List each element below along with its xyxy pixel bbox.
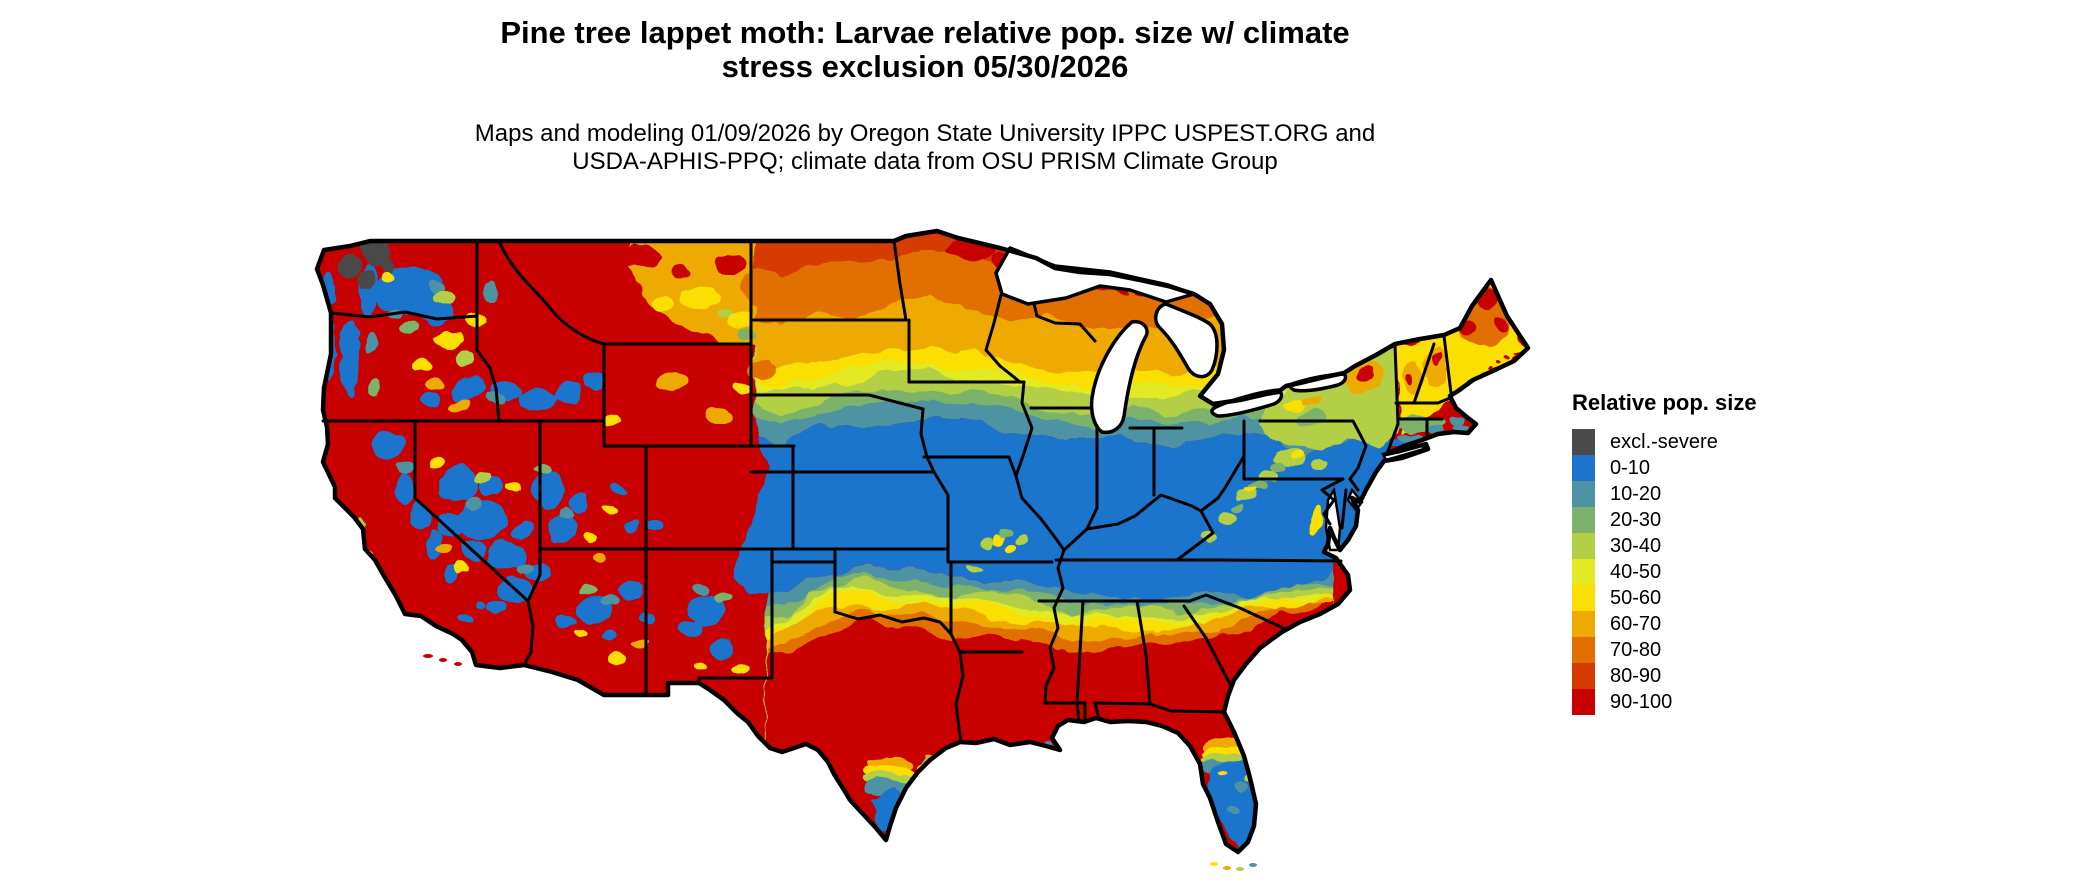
subtitle-line-2: USDA-APHIS-PPQ; climate data from OSU PR… <box>572 148 1278 175</box>
legend-item-label: 80-90 <box>1610 665 1662 687</box>
legend-rows: excl.-severe 0-10 10-20 20-30 30-40 40-50 50-6… <box>1572 429 1757 715</box>
legend-item-label: 60-70 <box>1610 613 1662 635</box>
legend-item: 70-80 <box>1572 637 1757 663</box>
legend-item-label: 50-60 <box>1610 587 1662 609</box>
title-line-1: Pine tree lappet moth: Larvae relative p… <box>500 15 1350 50</box>
legend-item-label: 90-100 <box>1610 691 1673 713</box>
legend-color-swatch <box>1572 689 1595 715</box>
legend-color-swatch <box>1572 663 1595 689</box>
legend-item-label: 40-50 <box>1610 561 1662 583</box>
legend-item: 0-10 <box>1572 455 1757 481</box>
legend-item: 30-40 <box>1572 533 1757 559</box>
legend-item: 40-50 <box>1572 559 1757 585</box>
legend-color-swatch <box>1572 559 1595 585</box>
legend-item: 50-60 <box>1572 585 1757 611</box>
legend-item: 20-30 <box>1572 507 1757 533</box>
legend-color-swatch <box>1572 481 1595 507</box>
legend-color-swatch <box>1572 585 1595 611</box>
legend-item-label: 30-40 <box>1610 535 1662 557</box>
legend-item-label: 70-80 <box>1610 639 1662 661</box>
legend-color-swatch <box>1572 507 1595 533</box>
legend-item-label: 0-10 <box>1610 457 1651 479</box>
legend-color-swatch <box>1572 455 1595 481</box>
title-line-2: stress exclusion 05/30/2026 <box>721 49 1129 84</box>
legend-item: excl.-severe <box>1572 429 1757 455</box>
subtitle-line-1: Maps and modeling 01/09/2026 by Oregon S… <box>474 120 1376 147</box>
legend-item-label: 20-30 <box>1610 509 1662 531</box>
map-fill-layers <box>317 231 1528 852</box>
legend-color-swatch <box>1572 429 1595 455</box>
legend-item: 90-100 <box>1572 689 1757 715</box>
legend-item: 80-90 <box>1572 663 1757 689</box>
us-map <box>314 228 1531 871</box>
legend-title: Relative pop. size <box>1572 390 1757 415</box>
legend-item: 10-20 <box>1572 481 1757 507</box>
map-legend: Relative pop. size excl.-severe 0-10 10-20… <box>1572 390 1757 715</box>
legend-item-label: 10-20 <box>1610 483 1662 505</box>
legend-item-label: excl.-severe <box>1610 431 1718 453</box>
state-borders <box>321 239 1453 744</box>
offshore-islands <box>423 654 1257 871</box>
legend-color-swatch <box>1572 533 1595 559</box>
us-outline <box>314 228 1531 855</box>
legend-item: 60-70 <box>1572 611 1757 637</box>
legend-color-swatch <box>1572 611 1595 637</box>
legend-color-swatch <box>1572 637 1595 663</box>
figure-subtitle: Maps and modeling 01/09/2026 by Oregon S… <box>330 120 1520 176</box>
figure-title: Pine tree lappet moth: Larvae relative p… <box>330 16 1520 84</box>
